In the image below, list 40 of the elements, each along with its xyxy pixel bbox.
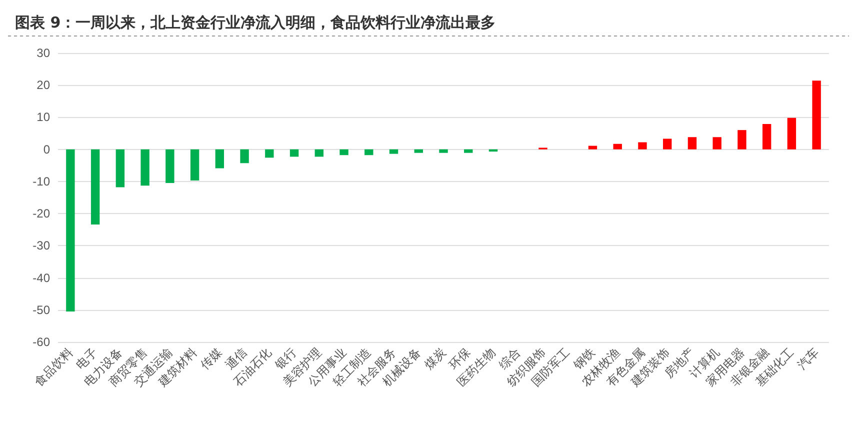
bar bbox=[638, 142, 647, 150]
bar bbox=[812, 80, 821, 150]
bar bbox=[290, 149, 299, 157]
bar bbox=[662, 138, 672, 150]
x-tick-label: 汽车 bbox=[794, 345, 822, 372]
bar bbox=[688, 137, 697, 150]
x-tick-label: 煤炭 bbox=[422, 345, 448, 372]
y-tick-label: -40 bbox=[32, 270, 50, 285]
bar bbox=[66, 149, 75, 312]
bar bbox=[265, 149, 274, 158]
bar bbox=[240, 149, 249, 164]
bar bbox=[116, 149, 125, 188]
bar bbox=[787, 118, 796, 150]
bar bbox=[389, 149, 398, 154]
y-tick-label: 0 bbox=[43, 142, 50, 156]
bar bbox=[340, 149, 348, 156]
bar bbox=[588, 146, 598, 150]
bar bbox=[464, 149, 473, 153]
y-tick-label: 10 bbox=[36, 110, 50, 124]
bar bbox=[762, 124, 772, 150]
bar bbox=[190, 149, 200, 180]
bar bbox=[364, 149, 374, 156]
y-tick-label: -20 bbox=[32, 206, 50, 221]
bar bbox=[414, 149, 423, 153]
bar bbox=[712, 137, 722, 150]
y-tick-label: -10 bbox=[32, 174, 50, 188]
bar bbox=[215, 149, 224, 168]
y-tick-label: 20 bbox=[36, 78, 50, 92]
bar bbox=[738, 130, 746, 150]
y-tick-label: -50 bbox=[32, 302, 50, 317]
bar bbox=[439, 149, 448, 153]
y-tick-label: 30 bbox=[36, 46, 50, 60]
bar bbox=[90, 149, 100, 224]
chart-title: 图表 9：一周以来，北上资金行业净流入明细，食品饮料行业净流出最多 bbox=[15, 14, 496, 32]
bar bbox=[314, 149, 324, 157]
bar bbox=[613, 144, 622, 150]
bar bbox=[140, 149, 150, 186]
x-tick-label: 传媒 bbox=[198, 345, 225, 372]
bar bbox=[166, 149, 174, 184]
y-tick-label: -30 bbox=[32, 238, 50, 253]
